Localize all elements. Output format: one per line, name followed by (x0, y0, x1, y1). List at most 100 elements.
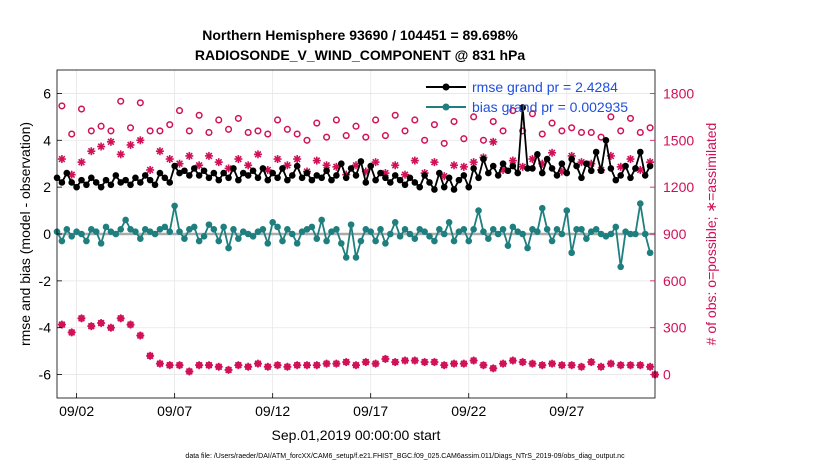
series-bias-point (274, 223, 281, 231)
asterisk-stroke (401, 171, 409, 179)
series-rmse-point (391, 172, 399, 179)
obs-lower-assimilated-point (646, 362, 655, 371)
obs-lower-assimilated-point (146, 351, 155, 360)
obs-possible-point (175, 107, 184, 115)
series-bias-point (269, 218, 276, 226)
obs-lower-assimilated-point (234, 361, 243, 370)
series-bias-point (210, 226, 218, 233)
series-bias-point (239, 228, 247, 235)
obs-lower-assimilated-point (342, 358, 351, 367)
obs-assimilated-point (312, 156, 321, 165)
series-bias-point (387, 230, 394, 238)
asterisk-stroke (58, 155, 66, 163)
series-rmse-point (284, 176, 291, 184)
obs-lower-assimilated-point (175, 361, 184, 370)
series-bias-point (597, 230, 605, 238)
obs-possible-point (332, 116, 340, 124)
asterisk-stroke (460, 360, 468, 368)
asterisk-stroke (97, 143, 105, 150)
series-bias-point (284, 226, 291, 233)
obs-lower-assimilated-point (283, 362, 292, 371)
obs-lower-assimilated-point (489, 364, 498, 373)
obs-possible-point (234, 114, 242, 122)
asterisk-stroke (430, 358, 438, 366)
series-rmse-point (357, 158, 365, 165)
series-rmse-point (249, 167, 257, 175)
asterisk-stroke (323, 161, 331, 169)
series-rmse-point (436, 169, 443, 177)
obs-lower-assimilated-point (87, 322, 96, 331)
series-bias-point (367, 228, 375, 235)
series-bias-point (88, 226, 95, 233)
series-bias-point (607, 230, 615, 238)
series-rmse-point (205, 174, 213, 182)
obs-lower-assimilated-point (253, 359, 262, 368)
x-axis-label: Sep.01,2019 00:00:00 start (272, 427, 441, 443)
series-bias-point (558, 230, 566, 238)
asterisk-stroke (127, 321, 134, 329)
series-bias-point (161, 223, 169, 231)
series-bias-point (450, 237, 458, 245)
series-rmse-point (293, 162, 301, 170)
obs-possible-point (558, 127, 566, 135)
asterisk-stroke (372, 158, 380, 166)
asterisk-stroke (156, 360, 164, 368)
legend: rmse grand pr = 2.4284 bias grand pr = 0… (426, 79, 628, 115)
series-rmse-point (308, 176, 316, 184)
obs-possible-point (342, 132, 350, 140)
series-rmse-point (200, 167, 208, 175)
series-rmse-point (529, 165, 536, 172)
series-rmse-point (558, 160, 566, 168)
asterisk-stroke (587, 358, 595, 366)
x-tick-label: 09/02 (59, 403, 94, 419)
asterisk-stroke (440, 172, 448, 180)
series-rmse-point (367, 162, 375, 170)
series-rmse-point (73, 183, 80, 191)
series-bias-point (293, 240, 301, 247)
series-bias-point (504, 242, 512, 250)
obs-possible-point (489, 117, 497, 126)
obs-possible-point (215, 116, 223, 124)
series-obs-assimilated-lower (57, 314, 655, 376)
obs-lower-assimilated-point (508, 356, 517, 365)
series-bias-point (627, 230, 634, 238)
obs-possible-point (117, 97, 125, 105)
series-rmse-point (127, 181, 134, 189)
series-bias-point (460, 226, 468, 233)
asterisk-stroke (411, 357, 419, 364)
series-rmse-point (431, 186, 438, 193)
series-bias-point (524, 244, 531, 252)
series-bias-point (382, 240, 389, 247)
series-rmse-point (514, 169, 522, 177)
obs-possible-point (597, 133, 605, 141)
series-rmse-point (186, 172, 193, 179)
series-bias-point (612, 223, 620, 231)
series-bias-point (406, 230, 414, 238)
series-bias-point (181, 235, 188, 242)
asterisk-stroke (440, 361, 448, 369)
series-rmse-point (480, 155, 487, 163)
obs-assimilated-point (391, 161, 400, 170)
series-rmse-point (318, 174, 325, 182)
series-bias-point (215, 237, 223, 245)
series-bias-point (298, 228, 306, 235)
y2-tick-label: 300 (663, 320, 687, 336)
asterisk-stroke (87, 147, 95, 155)
series-bias-point (190, 223, 198, 231)
series-rmse-point (92, 179, 100, 186)
asterisk-stroke (205, 361, 213, 369)
obs-lower-assimilated-point (548, 359, 557, 368)
y2-tick-label: 1800 (663, 85, 694, 101)
series-rmse-point (352, 172, 360, 179)
asterisk-stroke (156, 147, 164, 155)
obs-lower-assimilated-point (450, 359, 459, 368)
obs-assimilated-point (371, 158, 380, 167)
series-rmse-point (617, 172, 624, 179)
obs-possible-point (136, 99, 144, 107)
legend-bias-label: bias grand pr = 0.002935 (472, 99, 628, 115)
series-bias-point (141, 226, 149, 233)
obs-possible-point (97, 122, 105, 130)
obs-assimilated-point (459, 162, 468, 171)
asterisk-stroke (234, 361, 242, 369)
series-bias-point (225, 244, 232, 252)
